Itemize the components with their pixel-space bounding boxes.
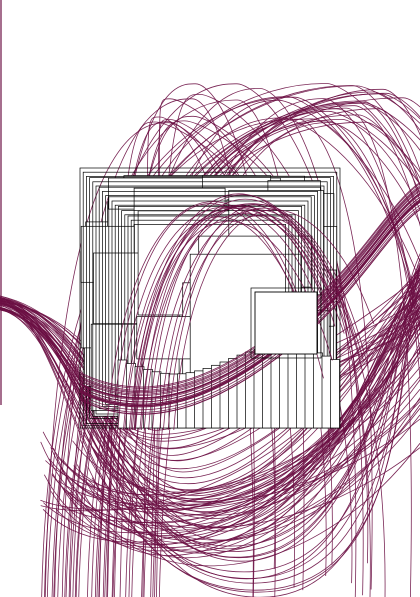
curve-overlay-arc [106,201,307,431]
inner-box-outline [250,287,322,359]
inner-white-box [254,291,318,355]
curve-bottom-bowl [45,347,420,495]
curve-overlay-arc [129,208,330,431]
curve-bottom-bowl [73,418,420,505]
curve-overlay-arc [135,194,336,431]
curve-overlay-arc [143,213,345,431]
curve-bottom-bowl [67,286,420,556]
curve-overlay-arc [163,214,364,431]
curve-overlay-arc [139,203,341,431]
curve-bottom-bowl [71,333,420,511]
stair-strip [313,352,323,429]
curve-bottom-bowl [98,305,420,500]
curve-overlay-arc [134,206,336,431]
curve-left-fan [0,290,420,562]
curve-bottom-bowl [50,299,420,538]
curve-bottom-bowl [62,267,420,545]
curve-bottom-bowl [40,404,420,544]
stair-strip [296,347,306,429]
stair-strip [330,359,340,429]
curve-overlay-arc [117,206,319,431]
curve-bottom-bowl [50,350,420,552]
curve-left-fan [0,284,420,456]
curve-bottom-bowl [42,317,420,510]
curve-bottom-bowl [95,277,420,531]
curve-bottom-bowl [60,264,420,513]
curve-bottom-bowl [87,323,420,517]
curve-left-fan [0,278,420,449]
curve-bottom-bowl [62,401,420,523]
curve-bottom-bowl [43,307,420,533]
curve-bottom-bowl [58,347,420,505]
stair-strip [304,349,315,429]
curve-bottom-bowl [72,332,420,493]
curve-overlay-arc [141,198,342,431]
inner-white-box-layer [250,287,322,359]
curve-overlay-arc [112,203,313,431]
curve-left-fan [0,257,420,579]
stair-strip [321,355,332,429]
curve-left-fan [0,269,420,497]
curve-left-fan [0,282,420,591]
stair-strip [287,346,298,429]
curve-overlay-arc [124,206,326,431]
curve-left-fan [0,287,420,494]
curve-bottom-bowl [87,310,420,552]
curve-bottom-bowl [93,388,420,516]
curve-overlay-arc [133,204,335,431]
curve-bottom-bowl [40,366,420,511]
curve-overlay-arc [152,209,353,431]
curve-bottom-bowl [55,408,420,549]
